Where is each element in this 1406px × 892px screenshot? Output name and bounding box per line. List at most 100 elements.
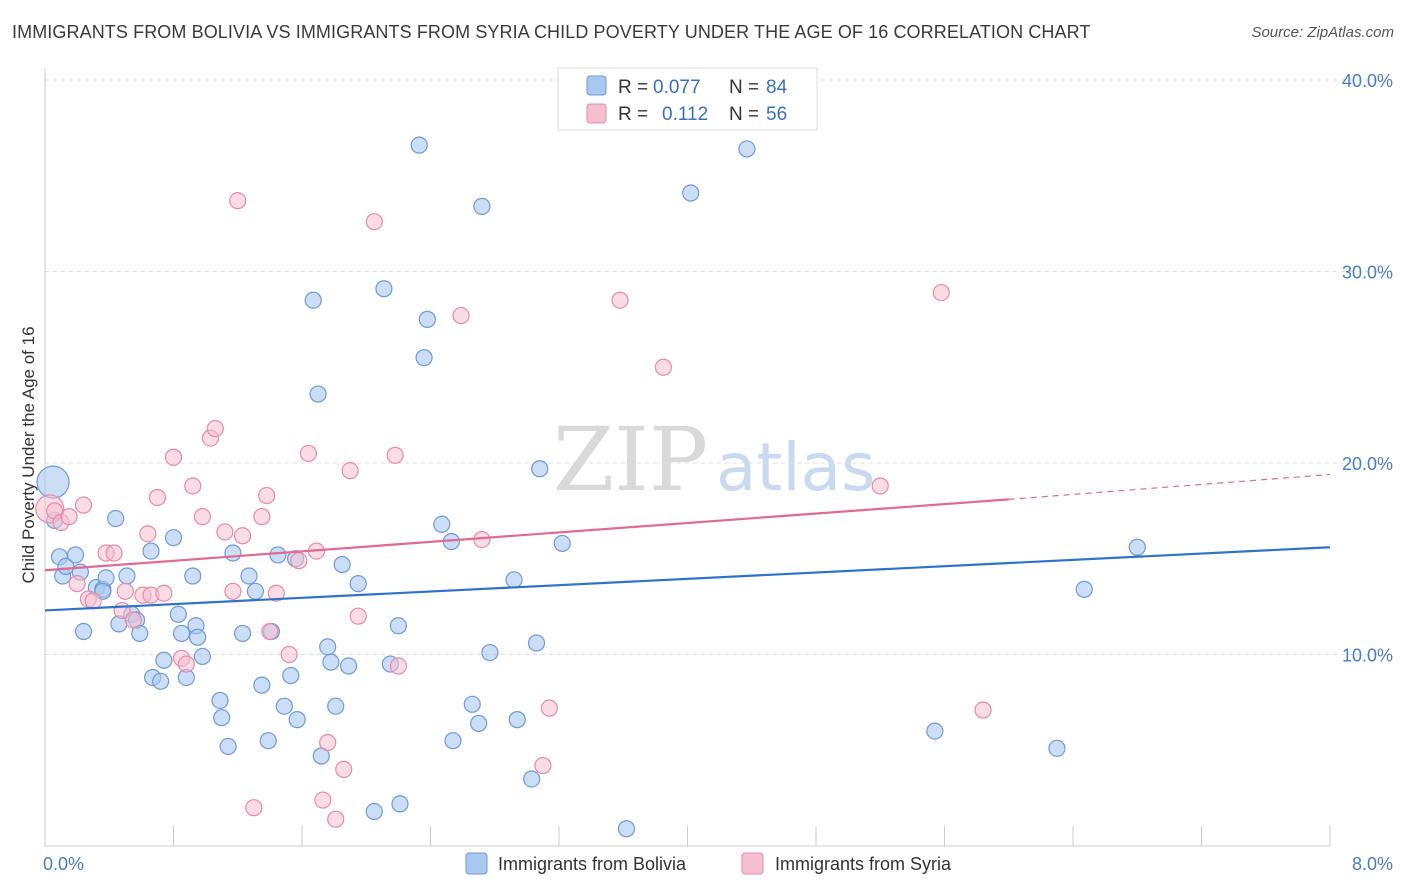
point-bolivia <box>107 509 125 528</box>
legend-r-value-bolivia: 0.077 <box>653 77 701 98</box>
point-bolivia <box>184 567 202 585</box>
point-bolivia <box>481 643 499 662</box>
point-syria <box>148 488 167 507</box>
point-bolivia <box>152 672 170 690</box>
point-bolivia <box>213 709 231 727</box>
point-syria <box>261 622 279 641</box>
point-bolivia <box>617 820 636 838</box>
point-bolivia <box>309 385 327 403</box>
point-bolivia <box>57 557 75 576</box>
bottom-legend-swatch-bolivia <box>465 852 488 875</box>
legend-n-label-syria: N = <box>729 104 759 125</box>
trend-line-bolivia <box>44 546 1331 612</box>
point-bolivia <box>66 546 85 564</box>
point-bolivia <box>508 711 526 729</box>
point-bolivia <box>269 546 287 564</box>
point-syria <box>105 544 123 562</box>
watermark-zip: ZIP <box>553 408 708 511</box>
trend-lines <box>44 473 1331 612</box>
point-syria <box>253 508 271 526</box>
point-syria <box>193 508 212 526</box>
point-syria <box>871 477 889 495</box>
point-bolivia <box>188 628 207 646</box>
point-bolivia <box>118 567 136 585</box>
point-bolivia <box>410 136 428 154</box>
legend: R = 0.077 N = 84 R = 0.112 N = 56 <box>557 67 818 131</box>
point-bolivia <box>233 624 252 643</box>
legend-n-label-bolivia: N = <box>729 77 759 98</box>
point-syria <box>365 213 383 231</box>
legend-n-value-bolivia: 84 <box>766 77 788 98</box>
point-syria <box>349 607 367 625</box>
legend-swatch-bolivia <box>586 75 607 96</box>
point-bolivia <box>1128 538 1146 556</box>
y-tick-label: 40.0% <box>1342 71 1393 91</box>
point-bolivia <box>169 605 187 623</box>
point-syria <box>229 192 247 210</box>
point-syria <box>932 283 950 302</box>
point-syria <box>280 645 298 664</box>
bottom-legend: Immigrants from Bolivia Immigrants from … <box>465 852 952 875</box>
point-bolivia <box>682 184 700 202</box>
chart-title: IMMIGRANTS FROM BOLIVIA VS IMMIGRANTS FR… <box>12 22 1091 42</box>
point-syria <box>258 486 276 505</box>
y-tick-label: 20.0% <box>1342 454 1393 474</box>
point-bolivia <box>349 575 367 593</box>
axes <box>44 68 1331 847</box>
point-syria <box>654 358 673 376</box>
x-tick-label: 8.0% <box>1352 854 1393 874</box>
legend-r-label-bolivia: R = <box>618 77 648 98</box>
point-syria <box>184 477 202 495</box>
point-bolivia <box>738 140 756 158</box>
point-syria <box>177 655 195 673</box>
point-bolivia <box>1048 739 1066 757</box>
point-syria <box>139 525 157 543</box>
point-bolivia <box>164 529 183 547</box>
point-syria <box>267 584 285 602</box>
point-bolivia <box>391 795 409 813</box>
grid-lines <box>45 79 1390 655</box>
point-bolivia <box>155 651 173 669</box>
point-bolivia <box>327 697 345 715</box>
legend-r-label-syria: R = <box>618 104 648 125</box>
point-syria <box>452 306 470 325</box>
point-syria <box>540 699 558 717</box>
point-bolivia <box>172 624 191 643</box>
point-bolivia <box>319 638 337 656</box>
point-syria <box>299 444 318 463</box>
point-syria <box>155 584 173 602</box>
point-bolivia <box>288 711 306 729</box>
legend-swatch-syria <box>586 103 607 124</box>
point-syria <box>335 760 353 779</box>
point-syria <box>245 799 263 817</box>
point-bolivia <box>259 732 277 750</box>
trend-line-syria <box>44 498 1009 572</box>
point-bolivia <box>470 714 488 733</box>
point-bolivia <box>240 567 258 585</box>
point-bolivia <box>224 544 242 562</box>
bottom-legend-label-bolivia: Immigrants from Bolivia <box>498 854 687 874</box>
point-syria <box>124 611 142 629</box>
point-bolivia <box>275 697 293 715</box>
point-bolivia <box>531 460 549 478</box>
point-syria <box>164 448 183 466</box>
point-bolivia <box>375 280 393 298</box>
series-syria-points <box>35 192 992 828</box>
point-syria <box>206 419 224 438</box>
point-bolivia <box>282 666 300 685</box>
bottom-legend-label-syria: Immigrants from Syria <box>775 854 952 874</box>
point-syria <box>290 552 308 570</box>
y-tick-label: 10.0% <box>1342 646 1393 666</box>
y-axis-label: Child Poverty Under the Age of 16 <box>19 326 38 583</box>
point-bolivia <box>142 542 160 560</box>
point-bolivia <box>211 691 229 710</box>
point-bolivia <box>523 770 541 788</box>
legend-r-value-syria: 0.112 <box>662 104 708 125</box>
point-syria <box>216 523 234 541</box>
point-bolivia <box>365 802 383 821</box>
point-bolivia <box>36 465 70 499</box>
point-bolivia <box>339 657 358 675</box>
point-syria <box>534 756 552 775</box>
point-bolivia <box>219 737 237 756</box>
